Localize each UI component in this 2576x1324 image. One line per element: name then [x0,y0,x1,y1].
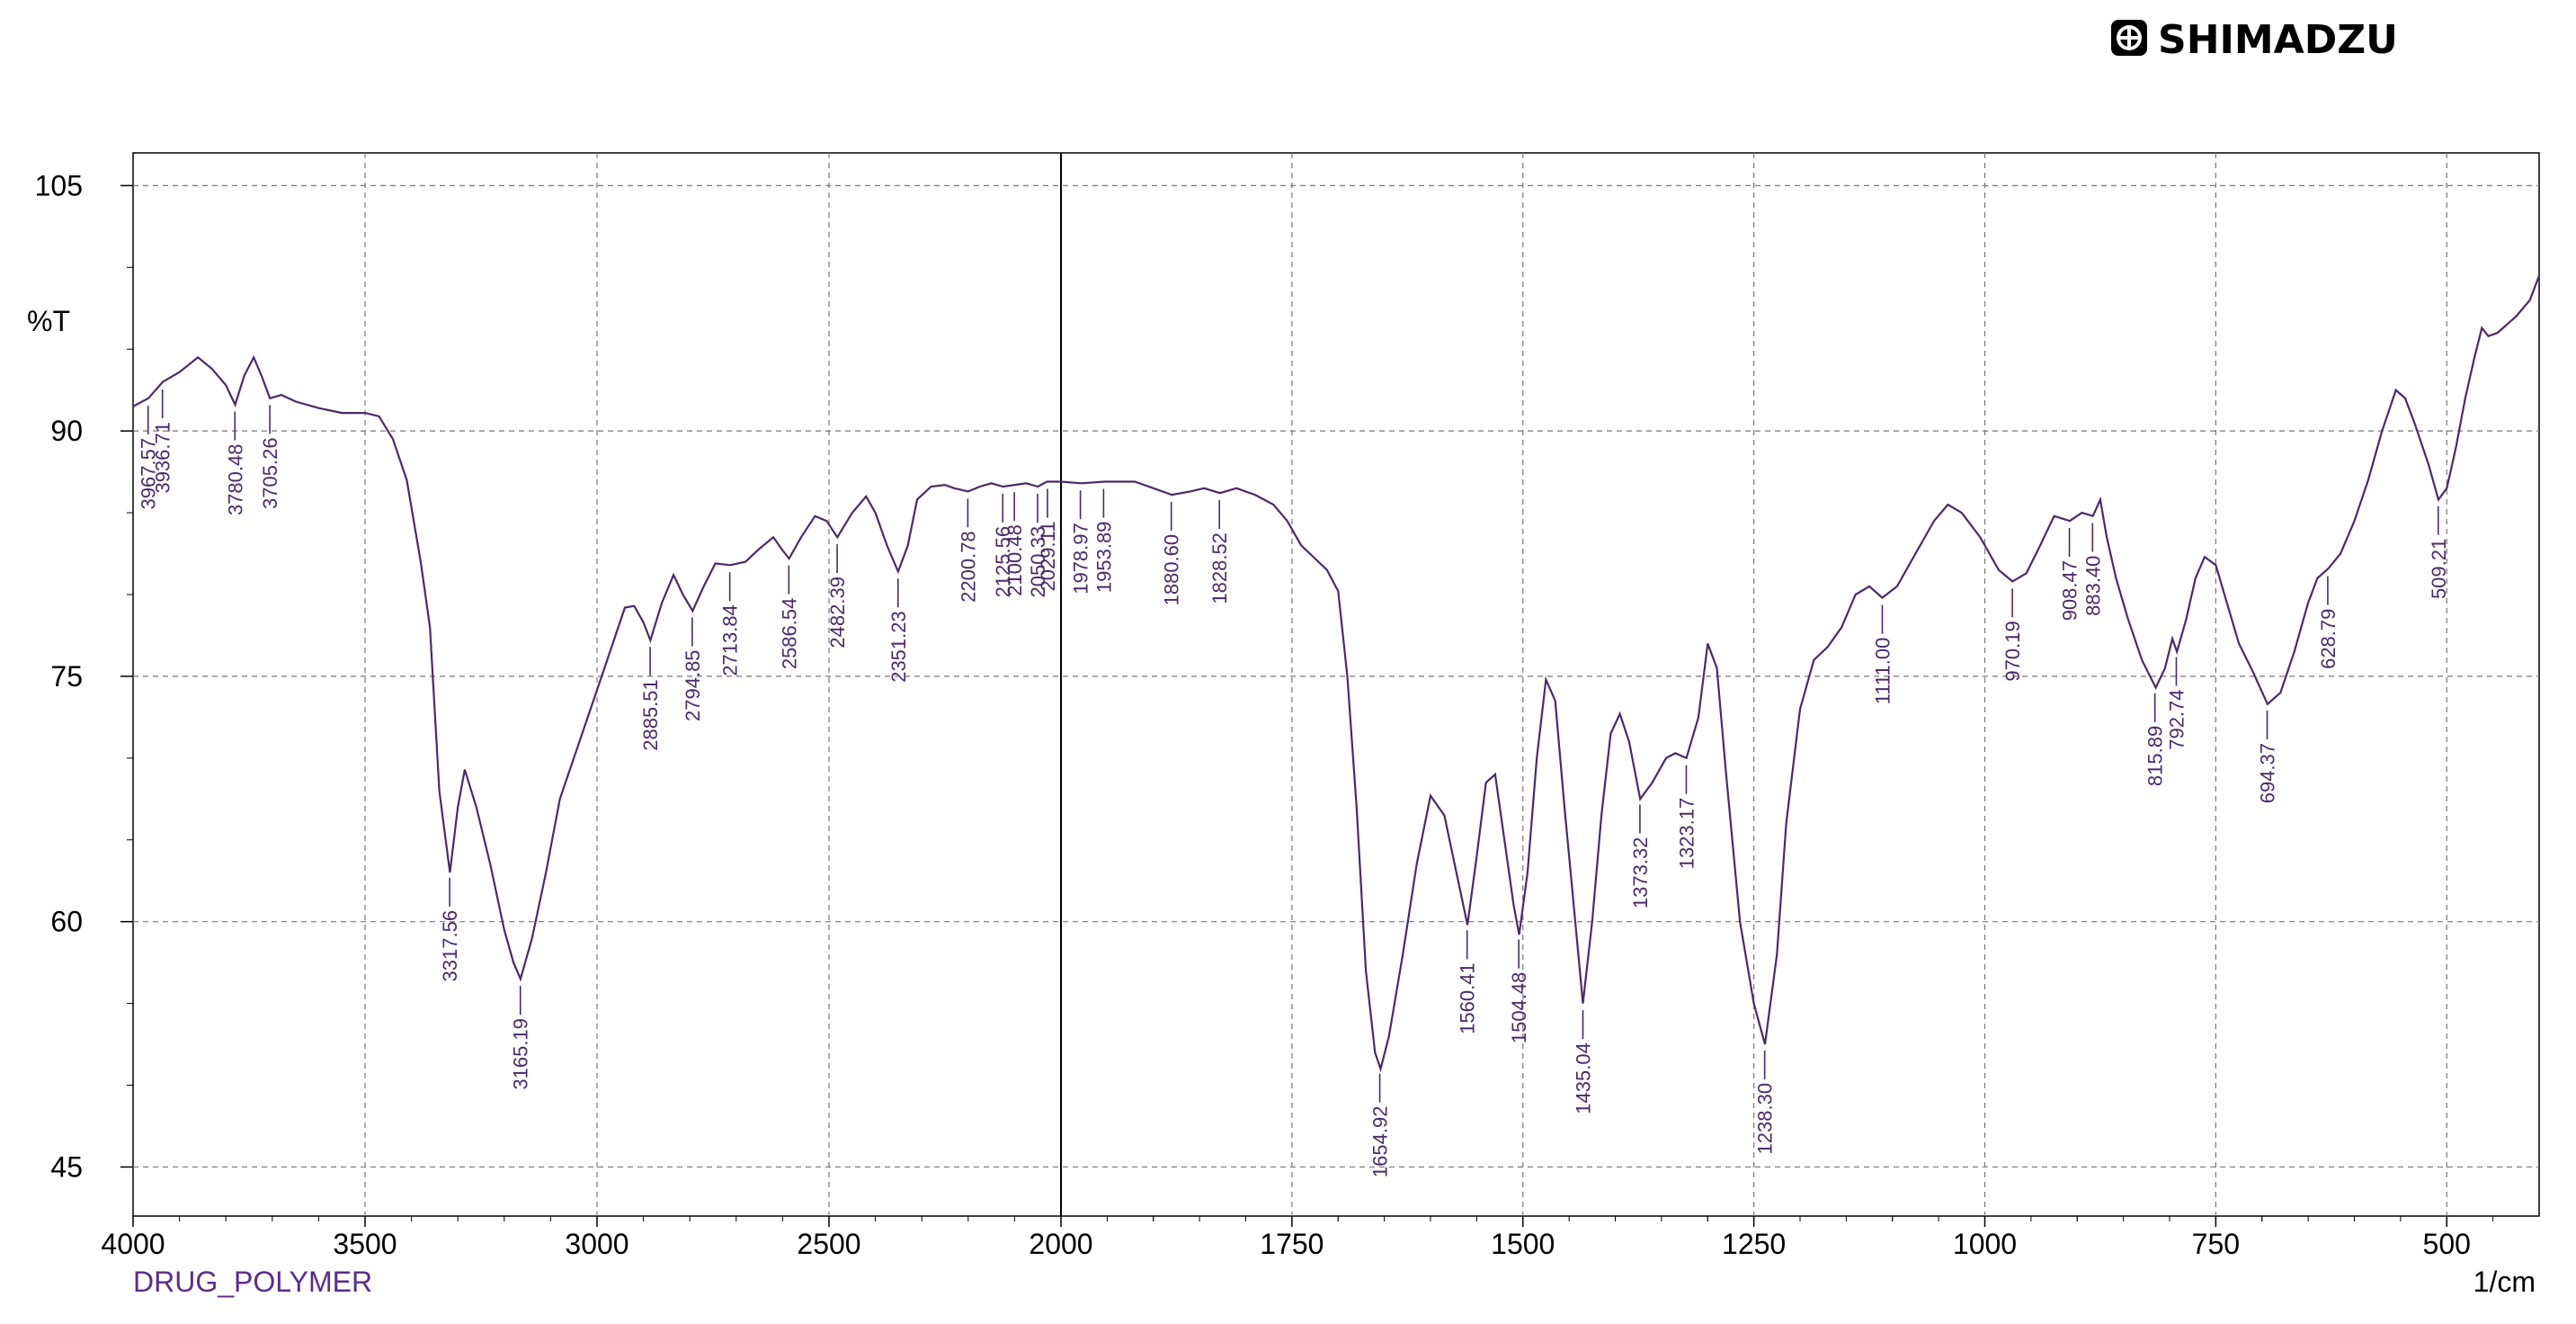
peak-label: 1373.32 [1629,837,1652,909]
peak-label: 1504.48 [1508,972,1530,1044]
x-tick-label: 1250 [1722,1228,1786,1260]
peak-label: 2713.84 [719,604,742,676]
peak-label: 2100.48 [1003,524,1026,596]
peak-label: 815.89 [2144,726,2167,786]
x-tick-label: 3000 [565,1228,628,1260]
peak-label: 694.37 [2257,743,2279,803]
x-axis-label: 1/cm [2473,1266,2536,1298]
x-tick-label: 2500 [797,1228,860,1260]
peak-label: 1560.41 [1457,962,1479,1034]
y-tick-label: 75 [50,660,83,693]
y-tick-label: 90 [50,415,83,447]
peak-label: 1323.17 [1675,798,1698,870]
peak-label: 2885.51 [639,679,662,751]
peak-label: 1953.89 [1092,522,1115,594]
peak-label: 970.19 [2001,621,2024,681]
shimadzu-logo-icon [2111,20,2147,56]
axis-tick-labels: 4000 3500 3000 2500 2000 1750 1500 1250 1000 750 5… [35,169,2471,1260]
peak-label: 2351.23 [887,611,910,683]
peak-label: 3317.56 [439,910,461,982]
peak-label: 792.74 [2165,689,2188,749]
y-tick-label: 105 [35,169,83,201]
spectrum-line [132,275,2541,1073]
peak-label: 1828.52 [1208,532,1231,604]
brand-name: SHIMADZU [2158,17,2398,63]
peak-label: 1111.00 [1871,638,1894,705]
peak-label: 908.47 [2059,560,2081,621]
x-tick-label: 1000 [1953,1228,2017,1260]
peak-label: 2029.11 [1037,522,1059,592]
x-tick-label: 1500 [1491,1228,1555,1260]
peak-label: 2586.54 [778,598,800,670]
x-tick-label: 2000 [1029,1228,1092,1260]
peak-label: 628.79 [2317,609,2340,669]
y-tick-label: 45 [50,1150,83,1183]
peak-label: 1654.92 [1369,1106,1392,1178]
y-axis-label: %T [27,305,70,337]
peak-label: 3780.48 [224,444,246,516]
peak-label: 883.40 [2081,556,2104,616]
peak-label: 3165.19 [510,1018,532,1090]
peak-label: 2200.78 [957,531,979,603]
peak-label: 3705.26 [259,437,281,509]
peak-label: 2125.56 [992,526,1014,598]
x-tick-label: 4000 [101,1228,165,1260]
peak-label: 2050.33 [1027,526,1049,598]
peak-label: 1238.30 [1754,1083,1777,1155]
peak-label: 2482.39 [826,577,849,649]
brand-logo: SHIMADZU [2111,17,2398,63]
peak-label: 3967.57 [138,438,160,510]
peak-label: 1978.97 [1070,523,1092,595]
x-tick-label: 500 [2423,1228,2471,1260]
peak-label: 2794.85 [682,649,704,721]
peak-label: 509.21 [2428,539,2450,599]
x-tick-label: 3500 [333,1228,397,1260]
peak-label: 1880.60 [1161,534,1183,606]
y-tick-label: 60 [50,906,83,938]
axis-ticks [120,184,2494,1227]
peak-label: 3936.71 [152,422,174,494]
plot-area [132,152,2540,1217]
x-tick-label: 1750 [1260,1228,1324,1260]
sample-name: DRUG_POLYMER [133,1266,372,1298]
peak-label: 1435.04 [1572,1042,1594,1114]
x-tick-label: 750 [2192,1228,2240,1260]
